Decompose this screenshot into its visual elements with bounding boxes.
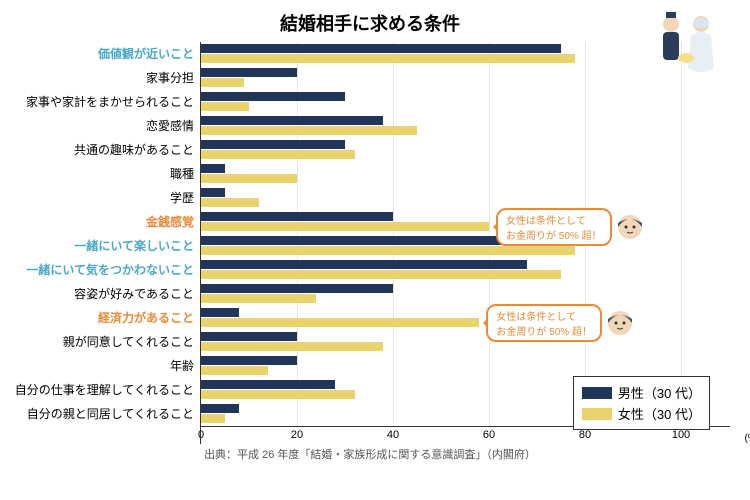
bar-male bbox=[201, 236, 523, 245]
chart-title: 結婚相手に求める条件 bbox=[10, 10, 730, 36]
bar-male bbox=[201, 404, 239, 413]
bar-male bbox=[201, 92, 345, 101]
category-label: 共通の趣味があること bbox=[10, 138, 200, 162]
bar-female bbox=[201, 222, 489, 231]
x-tick: 20 bbox=[291, 429, 303, 441]
bar-row bbox=[201, 282, 730, 306]
bar-female bbox=[201, 174, 297, 183]
callout: 女性は条件としてお金周りが 50% 超！ bbox=[486, 304, 634, 342]
bar-row bbox=[201, 210, 730, 234]
category-label: 家事や家計をまかせられること bbox=[10, 90, 200, 114]
bar-male bbox=[201, 164, 225, 173]
x-tick: 80 bbox=[579, 429, 591, 441]
category-label: 自分の仕事を理解してくれること bbox=[10, 378, 200, 402]
bar-female bbox=[201, 246, 575, 255]
category-label: 恋愛感情 bbox=[10, 114, 200, 138]
bar-male bbox=[201, 212, 393, 221]
bar-row bbox=[201, 234, 730, 258]
bar-row bbox=[201, 114, 730, 138]
legend-swatch-male bbox=[582, 387, 612, 399]
category-label: 年齢 bbox=[10, 354, 200, 378]
bar-male bbox=[201, 188, 225, 197]
bar-male bbox=[201, 44, 561, 53]
category-label: 親が同意してくれること bbox=[10, 330, 200, 354]
x-tick: 0 bbox=[198, 429, 204, 441]
category-label: 学歴 bbox=[10, 186, 200, 210]
couple-illustration-icon bbox=[646, 8, 726, 78]
bar-female bbox=[201, 78, 244, 87]
legend-swatch-female bbox=[582, 408, 612, 420]
bar-female bbox=[201, 294, 316, 303]
bar-female bbox=[201, 270, 561, 279]
bar-female bbox=[201, 54, 575, 63]
bar-row bbox=[201, 354, 730, 378]
category-label: 金銭感覚 bbox=[10, 210, 200, 234]
x-tick: 100 bbox=[672, 429, 690, 441]
bar-row bbox=[201, 330, 730, 354]
x-tick: 60 bbox=[483, 429, 495, 441]
bar-male bbox=[201, 260, 527, 269]
woman-face-icon bbox=[616, 213, 644, 241]
x-tick: 40 bbox=[387, 429, 399, 441]
bar-male bbox=[201, 116, 383, 125]
callout-bubble: 女性は条件としてお金周りが 50% 超！ bbox=[496, 208, 612, 246]
callout-bubble: 女性は条件としてお金周りが 50% 超！ bbox=[486, 304, 602, 342]
bar-female bbox=[201, 342, 383, 351]
category-label: 自分の親と同居してくれること bbox=[10, 402, 200, 426]
bar-male bbox=[201, 308, 239, 317]
bar-row bbox=[201, 306, 730, 330]
source-text: 出典：平成 26 年度「結婚・家族形成に関する意識調査」（内閣府） bbox=[10, 446, 730, 462]
legend-label-male: 男性（30 代） bbox=[618, 383, 701, 402]
bar-female bbox=[201, 126, 417, 135]
bar-male bbox=[201, 380, 335, 389]
category-label: 一緒にいて楽しいこと bbox=[10, 234, 200, 258]
bar-male bbox=[201, 356, 297, 365]
category-label: 価値観が近いこと bbox=[10, 42, 200, 66]
bar-row bbox=[201, 90, 730, 114]
bar-row bbox=[201, 138, 730, 162]
legend-male: 男性（30 代） bbox=[582, 383, 701, 402]
category-label: 一緒にいて気をつかわないこと bbox=[10, 258, 200, 282]
bar-male bbox=[201, 332, 297, 341]
callout: 女性は条件としてお金周りが 50% 超！ bbox=[496, 208, 644, 246]
category-label: 経済力があること bbox=[10, 306, 200, 330]
bar-male bbox=[201, 284, 393, 293]
category-labels: 価値観が近いこと家事分担家事や家計をまかせられること恋愛感情共通の趣味があること… bbox=[10, 42, 200, 444]
bar-female bbox=[201, 318, 479, 327]
bar-female bbox=[201, 366, 268, 375]
bar-female bbox=[201, 198, 259, 207]
bar-female bbox=[201, 150, 355, 159]
category-label: 職種 bbox=[10, 162, 200, 186]
bar-row bbox=[201, 186, 730, 210]
category-label: 家事分担 bbox=[10, 66, 200, 90]
bar-male bbox=[201, 140, 345, 149]
unit-label: (%) bbox=[744, 433, 750, 444]
bar-row bbox=[201, 162, 730, 186]
bar-female bbox=[201, 414, 225, 423]
legend: 男性（30 代） 女性（30 代） bbox=[573, 376, 710, 430]
category-label: 容姿が好みであること bbox=[10, 282, 200, 306]
bar-row bbox=[201, 258, 730, 282]
bar-female bbox=[201, 390, 355, 399]
legend-label-female: 女性（30 代） bbox=[618, 404, 701, 423]
bar-male bbox=[201, 68, 297, 77]
woman-face-icon bbox=[606, 309, 634, 337]
bar-female bbox=[201, 102, 249, 111]
legend-female: 女性（30 代） bbox=[582, 404, 701, 423]
